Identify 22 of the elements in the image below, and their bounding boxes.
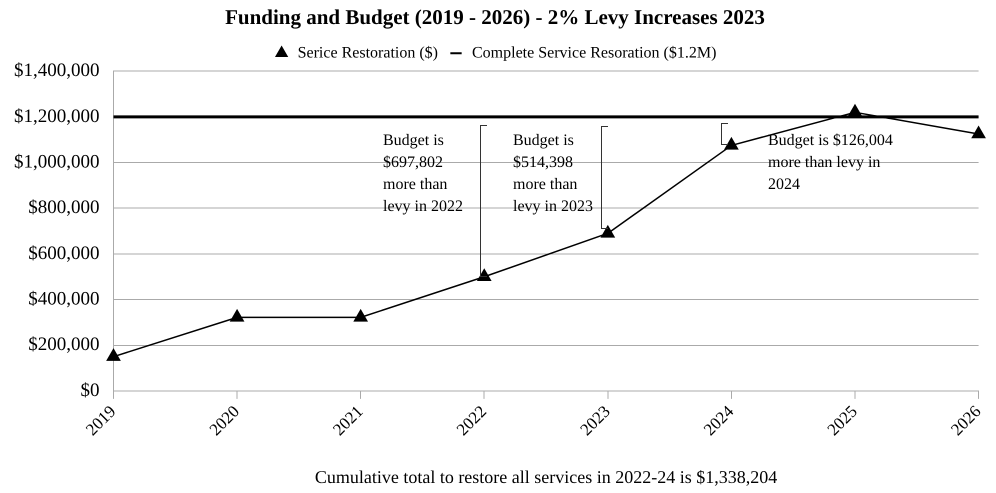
y-tick-label: $400,000: [28, 288, 100, 310]
chart-title: Funding and Budget (2019 - 2026) - 2% Levy Increases 2023: [225, 5, 765, 30]
point: [354, 310, 368, 322]
point: [106, 348, 120, 361]
y-tick-label: $0: [80, 380, 100, 401]
y-tick-label: $600,000: [28, 242, 100, 264]
y-tick-label: $800,000: [28, 197, 100, 218]
annotation: Budget is $514,398 more than levy in 2023: [513, 131, 594, 217]
y-tick-label: $200,000: [28, 334, 100, 356]
point: [601, 226, 615, 238]
legend-label: Complete Service Resoration ($1.2M): [472, 44, 716, 62]
legend-label: Serice Restoration ($): [298, 44, 438, 62]
point: [972, 126, 986, 138]
y-tick-label: $1,000,000: [14, 152, 100, 173]
point: [848, 104, 862, 117]
x-axis-title: Cumulative total to restore all services in 2022-24 is $1,338,204: [314, 466, 778, 487]
annotation: Budget is $697,802 more than levy in 2022: [383, 131, 464, 217]
y-tick-label: $1,200,000: [14, 106, 100, 127]
y-tick-label: $1,400,000: [14, 60, 100, 82]
point: [724, 138, 738, 150]
annotation: Budget is $126,004 more than levy in 2024: [768, 131, 894, 195]
point: [230, 310, 244, 322]
